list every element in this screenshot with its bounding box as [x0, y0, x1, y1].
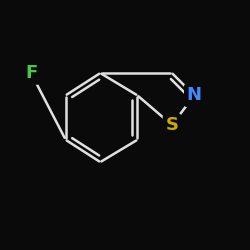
- Text: S: S: [166, 116, 178, 134]
- Text: N: N: [187, 86, 202, 104]
- Text: F: F: [25, 64, 37, 82]
